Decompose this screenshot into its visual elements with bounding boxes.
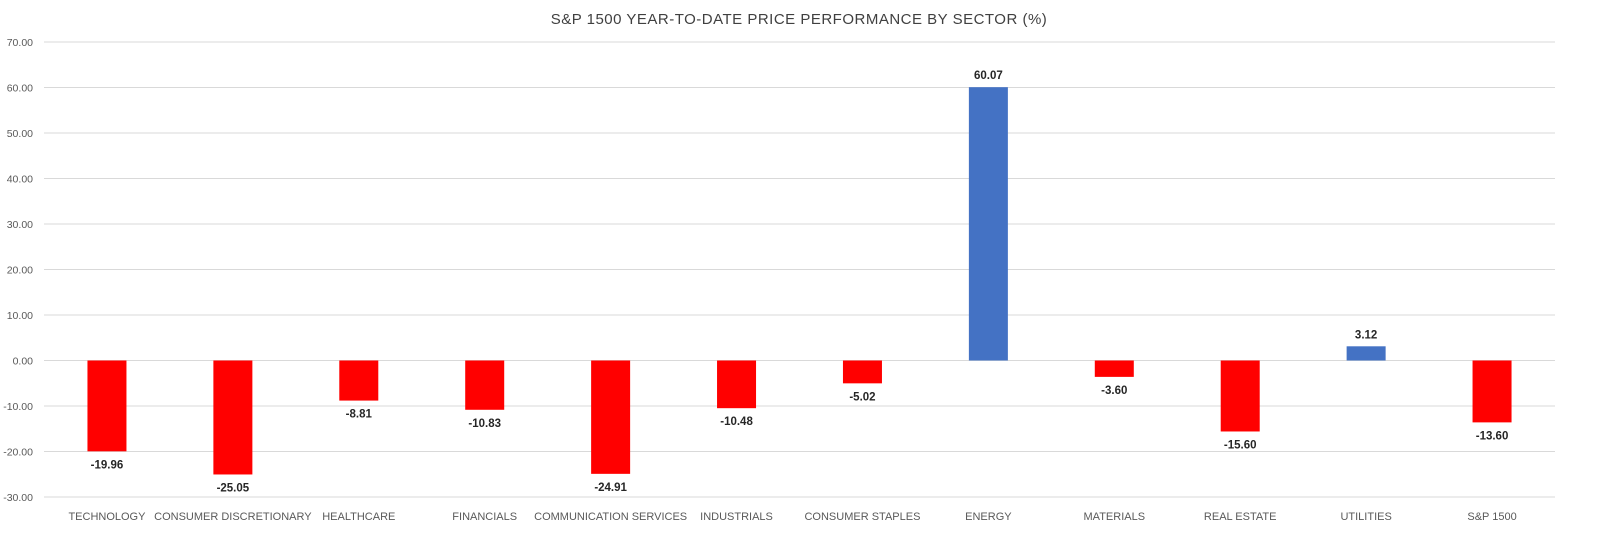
data-label: -8.81 xyxy=(346,409,373,421)
x-category-label: MATERIALS xyxy=(1084,511,1146,523)
bar-real-estate xyxy=(1220,360,1260,432)
bar-consumer-discretionary xyxy=(213,360,253,475)
y-tick-label: 0.00 xyxy=(13,356,34,368)
data-label: -3.60 xyxy=(1101,385,1127,397)
y-tick-label: 40.00 xyxy=(7,174,33,186)
bar-financials xyxy=(465,360,505,410)
y-tick-label: 50.00 xyxy=(7,128,33,140)
data-label: 60.07 xyxy=(974,70,1003,82)
bar-consumer-staples xyxy=(842,360,882,384)
x-category-label: TECHNOLOGY xyxy=(68,511,146,523)
bar-communication-services xyxy=(591,360,631,474)
y-tick-label: -30.00 xyxy=(3,492,33,504)
x-axis-categories: TECHNOLOGY CONSUMER DISCRETIONARY HEALTHCA… xyxy=(68,511,1516,523)
y-tick-label: 70.00 xyxy=(7,37,33,49)
data-label: 3.12 xyxy=(1355,329,1377,341)
y-axis-ticks: 70.00 60.00 50.00 40.00 30.00 20.00 10.00 0.00 -… xyxy=(3,37,33,504)
data-label: -25.05 xyxy=(217,482,250,494)
data-label: -10.48 xyxy=(720,416,753,428)
x-category-label: UTILITIES xyxy=(1340,511,1391,523)
x-category-label: REAL ESTATE xyxy=(1204,511,1277,523)
y-tick-label: 60.00 xyxy=(7,83,33,95)
y-tick-label: 20.00 xyxy=(7,265,33,277)
x-category-label: CONSUMER DISCRETIONARY xyxy=(154,511,312,523)
y-tick-label: -10.00 xyxy=(3,401,33,413)
data-label: -19.96 xyxy=(91,459,124,471)
x-category-label: CONSUMER STAPLES xyxy=(804,511,920,523)
y-tick-label: 30.00 xyxy=(7,219,33,231)
x-category-label: COMMUNICATION SERVICES xyxy=(534,511,687,523)
data-label: -24.91 xyxy=(594,482,627,494)
x-category-label: ENERGY xyxy=(965,511,1012,523)
bar-energy xyxy=(968,87,1008,361)
grid-layer xyxy=(44,41,1555,498)
y-tick-label: 10.00 xyxy=(7,310,33,322)
x-category-label: S&P 1500 xyxy=(1467,511,1516,523)
bar-industrials xyxy=(717,360,757,409)
bar-utilities xyxy=(1346,346,1386,361)
x-category-label: HEALTHCARE xyxy=(322,511,395,523)
bar-materials xyxy=(1094,360,1134,377)
bar-healthcare xyxy=(339,360,379,401)
x-category-label: INDUSTRIALS xyxy=(700,511,773,523)
data-label: -10.83 xyxy=(468,418,501,430)
data-label: -13.60 xyxy=(1476,430,1509,442)
bar-s-p-1500 xyxy=(1472,360,1512,423)
y-tick-label: -20.00 xyxy=(3,447,33,459)
x-category-label: FINANCIALS xyxy=(452,511,517,523)
chart-title: S&P 1500 YEAR-TO-DATE PRICE PERFORMANCE … xyxy=(551,11,1048,28)
data-label: -5.02 xyxy=(849,391,875,403)
bar-technology xyxy=(87,360,127,452)
data-label: -15.60 xyxy=(1224,439,1257,451)
bars-layer xyxy=(87,87,1512,475)
data-labels-layer: -19.96 -25.05 -8.81 -10.83 -24.91 -10.48 -5.02… xyxy=(91,70,1509,494)
